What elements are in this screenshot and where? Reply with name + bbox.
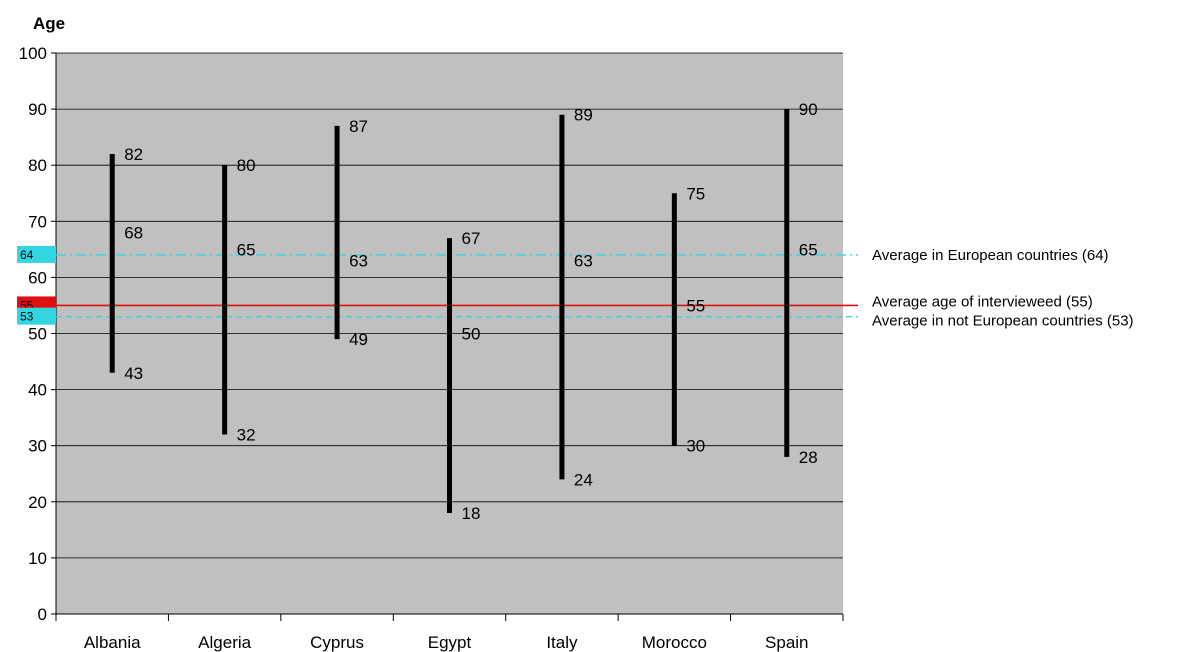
max-label: 87 bbox=[349, 117, 368, 136]
y-tick-label: 10 bbox=[28, 549, 47, 568]
y-tick-label: 50 bbox=[28, 325, 47, 344]
y-axis-title: Age bbox=[33, 14, 66, 33]
mean-label: 68 bbox=[124, 224, 143, 243]
y-tick-label: 70 bbox=[28, 212, 47, 231]
reference-badge-label: 64 bbox=[20, 248, 34, 262]
max-label: 90 bbox=[799, 100, 818, 119]
x-tick-label: Spain bbox=[765, 633, 808, 652]
min-label: 28 bbox=[799, 448, 818, 467]
x-tick-label: Albania bbox=[84, 633, 141, 652]
min-label: 30 bbox=[686, 437, 705, 456]
min-label: 49 bbox=[349, 330, 368, 349]
x-tick-label: Cyprus bbox=[310, 633, 364, 652]
reference-line-label: Average age of intervieweed (55) bbox=[872, 293, 1093, 310]
mean-label: 50 bbox=[462, 325, 481, 344]
min-label: 32 bbox=[237, 425, 256, 444]
y-tick-label: 90 bbox=[28, 100, 47, 119]
reference-line-label: Average in European countries (64) bbox=[872, 247, 1109, 264]
reference-line-label: Average in not European countries (53) bbox=[872, 313, 1134, 330]
mean-label: 63 bbox=[574, 252, 593, 271]
y-tick-label: 60 bbox=[28, 268, 47, 287]
min-label: 24 bbox=[574, 470, 593, 489]
y-tick-label: 30 bbox=[28, 437, 47, 456]
mean-label: 65 bbox=[237, 240, 256, 259]
y-tick-label: 80 bbox=[28, 156, 47, 175]
y-tick-label: 40 bbox=[28, 381, 47, 400]
reference-badge bbox=[17, 245, 56, 263]
max-label: 67 bbox=[462, 229, 481, 248]
x-tick-label: Italy bbox=[546, 633, 578, 652]
x-tick-label: Egypt bbox=[428, 633, 472, 652]
max-label: 75 bbox=[686, 184, 705, 203]
min-label: 43 bbox=[124, 364, 143, 383]
max-label: 89 bbox=[574, 106, 593, 125]
mean-label: 63 bbox=[349, 252, 368, 271]
x-tick-label: Morocco bbox=[642, 633, 707, 652]
mean-label: 65 bbox=[799, 240, 818, 259]
mean-label: 55 bbox=[686, 296, 705, 315]
y-tick-label: 20 bbox=[28, 493, 47, 512]
y-tick-label: 100 bbox=[19, 44, 47, 63]
min-label: 18 bbox=[462, 504, 481, 523]
reference-badge-label: 53 bbox=[20, 310, 34, 324]
max-label: 80 bbox=[237, 156, 256, 175]
reference-badge bbox=[17, 307, 56, 325]
x-tick-label: Algeria bbox=[198, 633, 251, 652]
y-tick-label: 0 bbox=[38, 605, 47, 624]
max-label: 82 bbox=[124, 145, 143, 164]
